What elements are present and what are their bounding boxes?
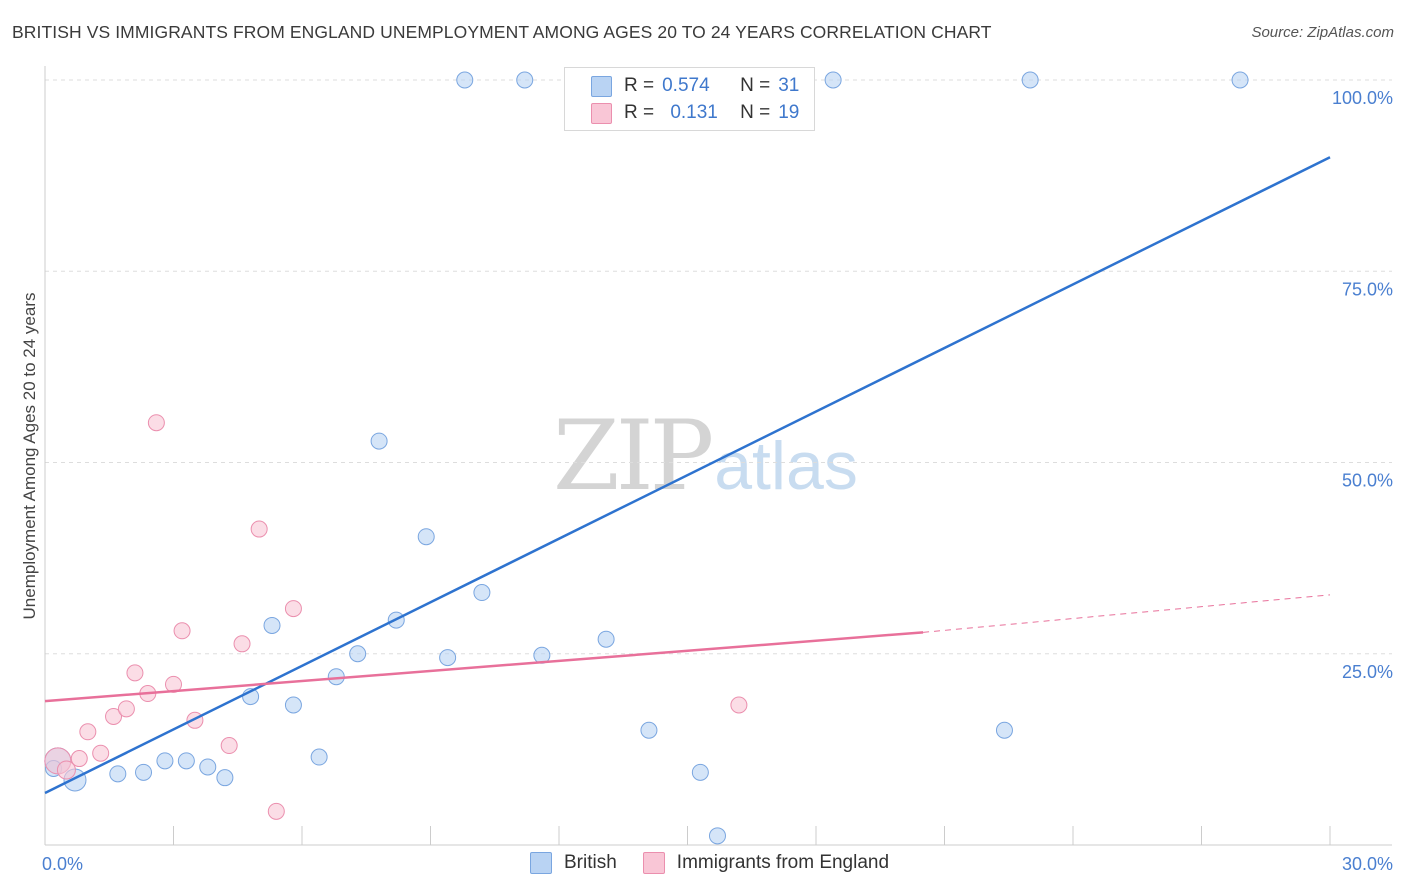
legend-n-label: N = <box>740 102 771 123</box>
british-point <box>310 748 328 766</box>
england-point <box>284 600 302 618</box>
british-point <box>456 71 474 89</box>
british-point <box>516 71 534 89</box>
england-point <box>233 635 251 653</box>
england-point <box>70 750 88 768</box>
legend-n-label: N = <box>740 75 771 96</box>
axis-layer <box>44 66 1392 846</box>
grid-layer <box>45 79 1392 655</box>
british-point <box>417 528 435 546</box>
british-point <box>109 765 127 783</box>
british-point <box>199 758 217 776</box>
legend-row-england: R = 0.131 N = 19 <box>565 100 799 126</box>
legend-swatch-british <box>591 75 612 97</box>
england-point <box>126 664 144 682</box>
legend-item-british[interactable]: British <box>530 852 617 874</box>
y-tick-label: 75.0% <box>1342 279 1393 299</box>
england-point <box>92 744 110 762</box>
legend-label-england: Immigrants from England <box>676 852 890 873</box>
british-point <box>824 71 842 89</box>
y-tick-label: 100.0% <box>1332 88 1393 108</box>
british-point <box>135 763 153 781</box>
y-tick-label: 50.0% <box>1342 471 1393 491</box>
legend-label-british: British <box>564 852 617 873</box>
british-point <box>1021 71 1039 89</box>
legend-item-england[interactable]: Immigrants from England <box>642 852 890 874</box>
series-legend: British Immigrants from England <box>530 852 915 874</box>
british-point <box>708 827 726 845</box>
england-point <box>56 760 76 780</box>
x-tick-label: 0.0% <box>42 854 83 874</box>
legend-r-label: R = <box>624 75 655 96</box>
watermark-atlas: atlas <box>714 428 858 504</box>
england-trendline-extension <box>923 594 1331 633</box>
british-point <box>370 432 388 450</box>
british-point <box>1231 71 1249 89</box>
tick-label-layer: 25.0% 50.0% 75.0% 100.0% 0.0% 30.0% <box>42 88 1393 874</box>
british-point <box>597 630 615 648</box>
legend-r-label: R = <box>624 102 655 123</box>
british-point <box>691 763 709 781</box>
legend-r-value: 0.131 <box>670 102 718 123</box>
british-point <box>177 752 195 770</box>
british-point <box>216 769 234 787</box>
england-point <box>250 520 268 538</box>
british-point <box>263 616 281 634</box>
legend-swatch-british <box>530 852 552 874</box>
legend-n-value: 31 <box>778 75 800 96</box>
trend-layer <box>44 156 1331 795</box>
british-point <box>439 649 457 667</box>
chart-title: BRITISH VS IMMIGRANTS FROM ENGLAND UNEMP… <box>12 22 992 42</box>
british-point <box>473 584 491 602</box>
legend-swatch-england <box>642 852 665 874</box>
england-point <box>267 802 285 820</box>
england-point <box>147 414 165 432</box>
england-trendline <box>44 631 924 703</box>
british-point <box>995 721 1013 739</box>
legend-n-value: 19 <box>778 102 800 123</box>
legend-swatch-england <box>591 102 612 124</box>
watermark-zip: ZIP <box>553 400 714 512</box>
england-point <box>173 622 191 640</box>
british-trendline <box>44 156 1331 795</box>
british-point <box>349 645 367 663</box>
england-point <box>105 707 123 725</box>
england-point <box>117 700 135 718</box>
england-point <box>730 696 748 714</box>
legend-row-british: R = 0.574 N = 31 <box>565 73 799 99</box>
british-point <box>156 752 174 770</box>
point-layer <box>44 71 1249 845</box>
british-point <box>284 696 302 714</box>
stats-legend: R = 0.574 N = 31 R = 0.131 N = 19 <box>564 67 815 131</box>
england-point <box>79 723 97 741</box>
x-tick-label: 30.0% <box>1342 854 1393 874</box>
legend-r-value: 0.574 <box>662 75 710 96</box>
british-point <box>640 721 658 739</box>
england-point <box>220 737 238 755</box>
source-label: Source: ZipAtlas.com <box>1251 24 1394 41</box>
watermark: ZIPatlas <box>553 400 858 512</box>
y-tick-label: 25.0% <box>1342 662 1393 682</box>
